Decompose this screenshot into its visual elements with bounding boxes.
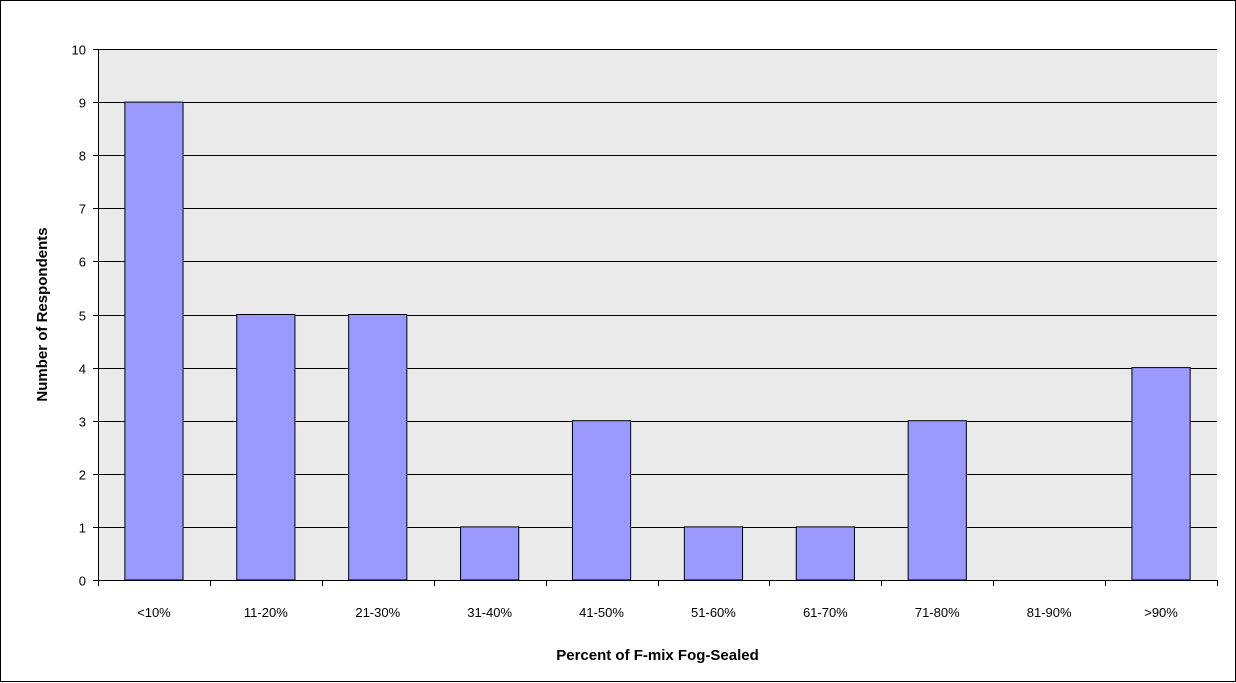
y-tick-label: 1 [79, 521, 86, 536]
x-tick-label: 31-40% [467, 605, 512, 620]
bar [795, 526, 855, 581]
x-tick-label: 81-90% [1027, 605, 1072, 620]
bar [460, 526, 520, 581]
x-tick-label: >90% [1144, 605, 1178, 620]
x-tick-label: <10% [137, 605, 171, 620]
x-tick-label: 51-60% [691, 605, 736, 620]
bar [571, 420, 632, 581]
y-axis-ticks: 0 1 2 3 4 5 6 7 8 9 10 [72, 43, 98, 589]
y-axis-title: Number of Respondents [34, 227, 51, 401]
y-tick-label: 3 [79, 415, 86, 430]
x-tick-label: 61-70% [803, 605, 848, 620]
y-tick-label: 4 [79, 362, 86, 377]
y-tick-label: 7 [79, 202, 86, 217]
y-tick-label: 9 [79, 96, 86, 111]
x-tick-label: 71-80% [915, 605, 960, 620]
bar [907, 420, 967, 581]
y-tick-label: 10 [72, 43, 86, 58]
bar [348, 314, 408, 581]
bar [124, 101, 184, 581]
bars [124, 101, 1191, 581]
x-tick-label: 41-50% [579, 605, 624, 620]
y-tick-label: 6 [79, 255, 86, 270]
bar [1131, 367, 1191, 581]
x-axis-title: Percent of F-mix Fog-Sealed [556, 647, 759, 664]
y-tick-label: 8 [79, 149, 86, 164]
y-tick-label: 5 [79, 309, 86, 324]
x-tick-label: 21-30% [355, 605, 400, 620]
y-tick-label: 2 [79, 468, 86, 483]
axes [98, 49, 1217, 581]
bar [683, 526, 744, 581]
bar [236, 314, 296, 581]
x-axis-ticks: <10% 11-20% 21-30% 31-40% 41-50% 51-60% 61-70%… [98, 580, 1218, 620]
y-tick-label: 0 [79, 574, 86, 589]
x-tick-label: 11-20% [244, 605, 288, 620]
